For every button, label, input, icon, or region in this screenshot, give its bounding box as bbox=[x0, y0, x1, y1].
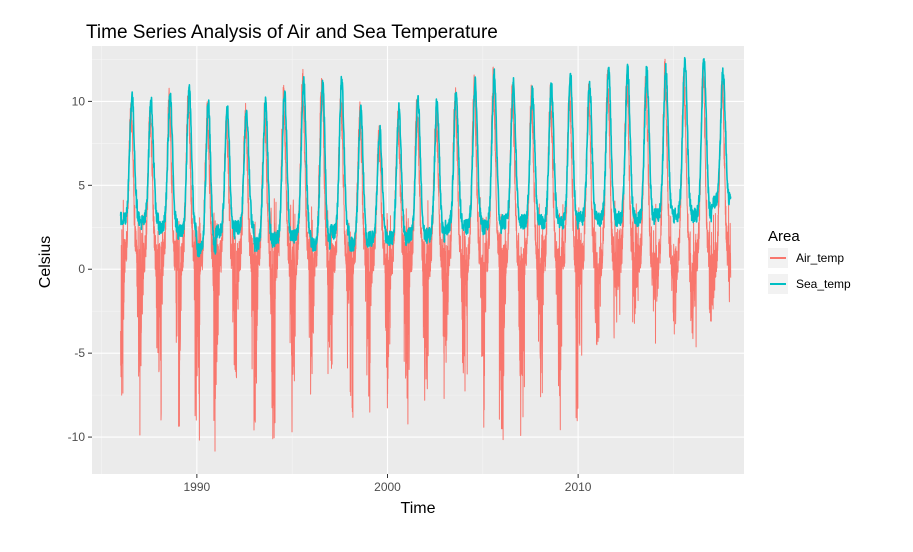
y-tick-label: 0 bbox=[78, 262, 85, 276]
legend-label-sea-temp: Sea_temp bbox=[796, 277, 851, 291]
y-tick-label: 10 bbox=[72, 94, 86, 108]
x-tick-label: 2000 bbox=[374, 480, 401, 494]
legend: Area Air_temp Sea_temp bbox=[768, 228, 851, 294]
series-line-sea-temp bbox=[119, 56, 732, 258]
x-tick-label: 1990 bbox=[184, 480, 211, 494]
y-axis-title: Celsius bbox=[37, 236, 54, 288]
y-axis: -10 -5 0 5 10 bbox=[68, 94, 92, 444]
y-tick-label: -5 bbox=[74, 346, 85, 360]
legend-title: Area bbox=[768, 228, 800, 245]
legend-label-air-temp: Air_temp bbox=[796, 251, 844, 265]
x-axis-title: Time bbox=[401, 500, 436, 517]
series-layer bbox=[119, 56, 732, 452]
y-tick-label: 5 bbox=[78, 178, 85, 192]
x-axis: 1990 2000 2010 bbox=[184, 474, 592, 494]
y-tick-label: -10 bbox=[68, 430, 86, 444]
chart-title: Time Series Analysis of Air and Sea Temp… bbox=[86, 22, 498, 43]
legend-item-air-temp: Air_temp bbox=[768, 248, 844, 268]
x-tick-label: 2010 bbox=[565, 480, 592, 494]
legend-item-sea-temp: Sea_temp bbox=[768, 274, 851, 294]
